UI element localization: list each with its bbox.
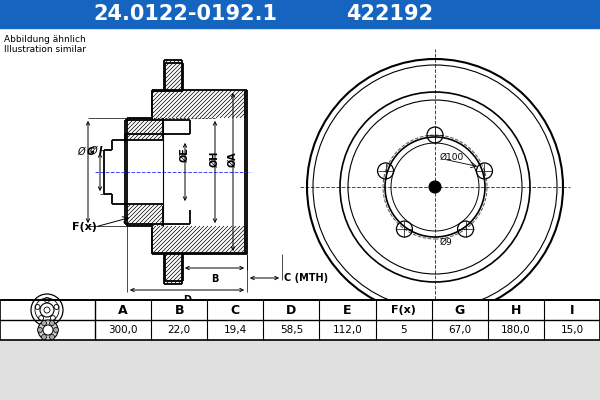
Text: D: D (286, 304, 296, 316)
Text: Illustration similar: Illustration similar (4, 44, 86, 54)
Text: 422192: 422192 (346, 4, 434, 24)
Text: Ø100: Ø100 (440, 152, 464, 162)
Text: F(x): F(x) (391, 305, 416, 315)
Text: G: G (87, 147, 95, 157)
Circle shape (37, 328, 43, 332)
Circle shape (41, 334, 47, 340)
Text: B: B (175, 304, 184, 316)
Circle shape (429, 181, 441, 193)
Bar (0, 300, 600, 340)
Text: 300,0: 300,0 (109, 325, 138, 335)
Text: I: I (99, 146, 103, 156)
Text: Ø9: Ø9 (440, 238, 453, 246)
Circle shape (49, 334, 55, 340)
Text: ØH: ØH (210, 151, 220, 167)
Circle shape (43, 325, 53, 335)
Text: 19,4: 19,4 (224, 325, 247, 335)
Text: F(x): F(x) (72, 222, 97, 232)
Text: 22,0: 22,0 (167, 325, 191, 335)
Text: 112,0: 112,0 (332, 325, 362, 335)
Text: B: B (211, 274, 218, 284)
Text: E: E (343, 304, 352, 316)
Text: Ø: Ø (77, 147, 85, 157)
Text: H: H (511, 304, 521, 316)
Text: G: G (455, 304, 465, 316)
Text: Abbildung ähnlich: Abbildung ähnlich (4, 36, 86, 44)
Text: 67,0: 67,0 (448, 325, 471, 335)
Text: ØE: ØE (180, 147, 190, 162)
Text: ØA: ØA (228, 151, 238, 167)
Text: A: A (118, 304, 128, 316)
Bar (0, 0, 600, 28)
Circle shape (53, 328, 59, 332)
Text: C: C (231, 304, 240, 316)
Circle shape (49, 320, 55, 326)
Text: D: D (183, 295, 191, 305)
Text: C (MTH): C (MTH) (284, 273, 328, 283)
Text: 15,0: 15,0 (560, 325, 584, 335)
Bar (0, 28, 600, 300)
Circle shape (41, 320, 47, 326)
Text: 5: 5 (400, 325, 407, 335)
Text: I: I (569, 304, 574, 316)
Text: 58,5: 58,5 (280, 325, 303, 335)
Text: Ø: Ø (89, 146, 97, 156)
Text: 24.0122-0192.1: 24.0122-0192.1 (93, 4, 277, 24)
Circle shape (38, 320, 58, 340)
Text: 180,0: 180,0 (501, 325, 530, 335)
